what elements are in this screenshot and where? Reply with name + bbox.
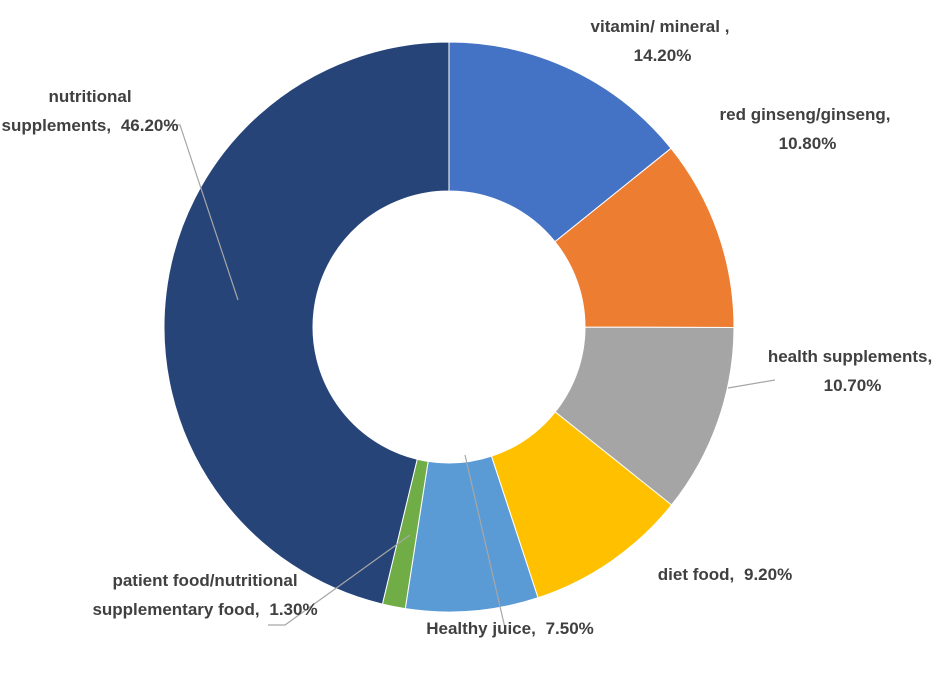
- data-label: diet food, 9.20%: [630, 560, 820, 589]
- category-label: vitamin/ mineral ,: [590, 17, 730, 36]
- slices: [163, 41, 735, 613]
- value-label: 9.20%: [744, 565, 793, 584]
- value-label: 7.50%: [545, 619, 594, 638]
- slice: [448, 41, 672, 243]
- category-label: diet food,: [657, 565, 735, 584]
- data-label: health supplements, 10.70%: [760, 342, 935, 400]
- value-label: 1.30%: [269, 600, 318, 619]
- category-label: patient food/nutritional supplementary f…: [92, 571, 298, 619]
- value-label: 14.20%: [633, 46, 692, 65]
- value-label: 10.70%: [823, 376, 882, 395]
- category-label: health supplements,: [767, 347, 933, 366]
- leader-line: [727, 379, 776, 389]
- data-label: patient food/nutritional supplementary f…: [90, 566, 320, 624]
- data-label: red ginseng/ginseng, 10.80%: [700, 100, 910, 158]
- data-label: vitamin/ mineral , 14.20%: [560, 12, 760, 70]
- data-label: nutritional supplements, 46.20%: [0, 82, 180, 140]
- leader-line: [268, 534, 411, 626]
- value-label: 10.80%: [778, 134, 837, 153]
- slice: [163, 41, 450, 605]
- leader-line: [464, 454, 506, 629]
- category-label: Healthy juice,: [426, 619, 536, 638]
- data-label: Healthy juice, 7.50%: [410, 614, 610, 643]
- leader-line: [165, 124, 239, 301]
- value-label: 46.20%: [120, 116, 179, 135]
- category-label: red ginseng/ginseng,: [719, 105, 891, 124]
- category-label: nutritional supplements,: [1, 87, 132, 135]
